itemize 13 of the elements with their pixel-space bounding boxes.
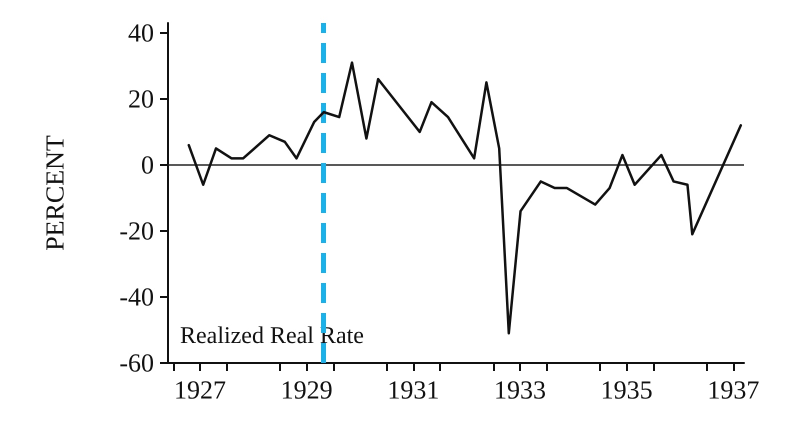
y-tick-label: 20 [128,84,154,114]
x-tick-label: 1927 [174,376,226,404]
x-tick-label: 1935 [600,376,653,404]
y-tick-label: -20 [119,216,154,246]
x-tick-label: 1931 [387,376,440,404]
x-tick-label: 1937 [707,376,760,404]
y-axis-title: PERCENT [40,135,70,251]
x-tick-label: 1929 [280,376,333,404]
y-tick-label: -40 [119,282,154,312]
x-tick-label: 1933 [494,376,546,404]
y-tick-label: -60 [119,348,154,378]
y-tick-label: 0 [141,150,154,180]
y-tick-label: 40 [128,18,154,48]
